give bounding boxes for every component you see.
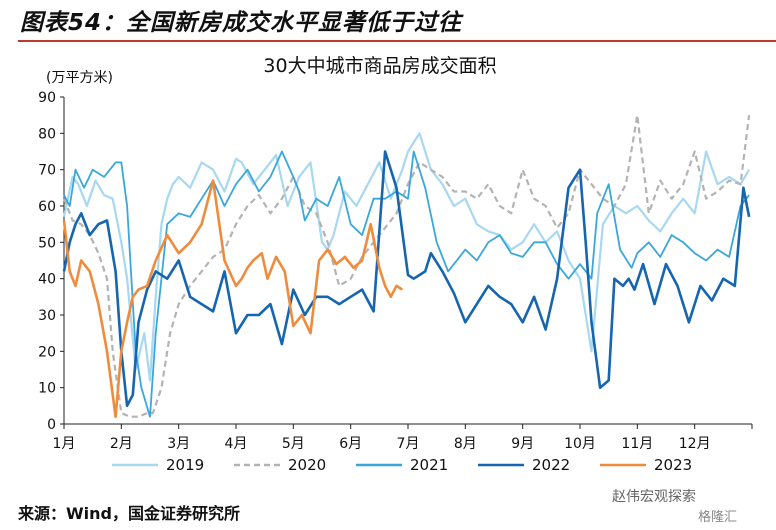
series-line-2019: [62, 132, 751, 382]
y-tick-label: 70: [38, 163, 56, 179]
figure-title: 图表54：全国新房成交水平显著低于过往: [20, 10, 463, 36]
x-tick-label: 4月: [225, 436, 248, 452]
x-tick-label: 1月: [53, 436, 76, 452]
x-tick-label: 12月: [679, 436, 711, 452]
legend-label-2020: 2020: [288, 456, 326, 474]
y-tick-label: 10: [38, 381, 56, 397]
title-rule: [18, 40, 776, 42]
y-tick-label: 30: [38, 308, 56, 324]
series-line-2020: [62, 114, 751, 418]
chart-title: 30大中城市商品房成交面积: [263, 55, 496, 77]
series-line-2021: [63, 150, 750, 418]
x-tick-label: 6月: [339, 436, 362, 452]
line-chart: 30大中城市商品房成交面积 (万平方米) 0 10 20 30 40 50 60 70 80 90…: [38, 55, 753, 474]
x-tick-label: 3月: [167, 436, 190, 452]
x-tick-label: 2月: [110, 436, 133, 452]
y-tick-label: 60: [38, 199, 56, 215]
x-tick-label: 7月: [397, 436, 420, 452]
watermark-logo: 格隆汇: [698, 510, 738, 525]
y-tick-label: 90: [38, 90, 56, 106]
x-tick-label: 8月: [454, 436, 477, 452]
y-tick-label: 0: [47, 417, 56, 433]
x-tick-label: 11月: [621, 436, 653, 452]
y-axis-unit-label: (万平方米): [46, 70, 113, 86]
y-tick-label: 40: [38, 272, 56, 288]
axes: 0 10 20 30 40 50 60 70 80 90 1月 2月 3月 4月 5月 6月 7月 8月 9月 10月…: [38, 90, 753, 452]
legend: 2019 2020 2021 2022 2023: [112, 456, 692, 474]
y-tick-label: 50: [38, 235, 56, 251]
legend-label-2022: 2022: [532, 456, 570, 474]
series-line-2023: [62, 179, 403, 419]
source-note: 来源：Wind，国金证券研究所: [18, 504, 240, 523]
y-tick-label: 80: [38, 126, 56, 142]
x-tick-label: 10月: [564, 436, 596, 452]
legend-label-2021: 2021: [410, 456, 448, 474]
series-lines: [62, 114, 751, 419]
watermark: 赵伟宏观探索: [612, 489, 696, 505]
legend-label-2019: 2019: [166, 456, 204, 474]
x-tick-label: 5月: [282, 436, 305, 452]
x-tick-label: 9月: [511, 436, 534, 452]
y-tick-label: 20: [38, 344, 56, 360]
series-line-2022: [62, 150, 751, 408]
legend-label-2023: 2023: [654, 456, 692, 474]
